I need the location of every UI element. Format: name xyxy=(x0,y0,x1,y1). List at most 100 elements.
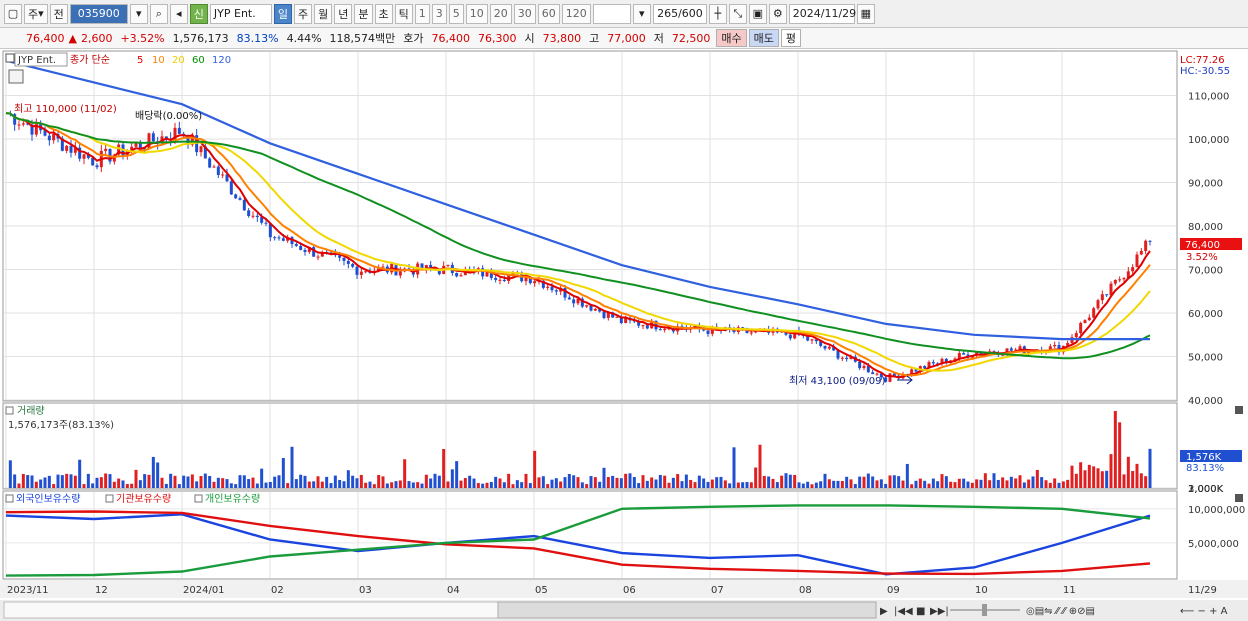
candle-body xyxy=(879,373,883,378)
volume-bar xyxy=(823,473,827,488)
stop-icon[interactable]: ■ xyxy=(916,606,925,617)
market-select[interactable]: 전 xyxy=(49,3,68,24)
volume-bar xyxy=(485,482,489,488)
legend-name-box[interactable] xyxy=(14,52,68,67)
trade-amount: 118,574백만 xyxy=(329,32,396,45)
stock-name-field[interactable]: JYP Ent. xyxy=(209,3,272,24)
volume-bar xyxy=(468,475,472,488)
candle-body xyxy=(606,312,610,318)
scroll-thumb[interactable] xyxy=(497,601,877,619)
speaker-icon[interactable]: ◂ xyxy=(169,3,188,24)
interval-120[interactable]: 120 xyxy=(561,3,591,24)
zoom-slider-handle[interactable] xyxy=(982,604,987,616)
volume-close-icon[interactable] xyxy=(1235,406,1243,414)
volume-bar xyxy=(524,473,528,488)
volume-bar xyxy=(892,475,896,488)
holders-box-icon[interactable] xyxy=(5,494,14,503)
volume-bar xyxy=(342,481,346,488)
candle-body xyxy=(312,247,316,257)
skip-back-icon[interactable]: |◀◀ xyxy=(894,606,913,617)
volume-bar xyxy=(871,476,875,488)
ma-5-line xyxy=(5,112,1151,379)
tool-icons[interactable]: ◎▤⇋ ⁄⁄ ⁄⁄ ⊕⊘▤ xyxy=(1026,606,1095,617)
volume-bar xyxy=(801,483,805,488)
interval-3[interactable]: 3 xyxy=(431,3,447,24)
candle-icon[interactable]: ┼ xyxy=(708,3,727,24)
period-minute[interactable]: 분 xyxy=(354,3,373,24)
volume-bar xyxy=(693,482,697,488)
volume-bar xyxy=(637,483,641,488)
eval-button[interactable]: 평 xyxy=(780,29,802,47)
volume-bar xyxy=(333,475,337,488)
date-input[interactable]: 2024/11/29 xyxy=(788,3,856,24)
count-field[interactable]: 265/600 xyxy=(652,3,707,24)
holders-box-icon-2[interactable] xyxy=(105,494,114,503)
period-second[interactable]: 초 xyxy=(374,3,393,24)
candle-body xyxy=(927,362,931,369)
volume-bar xyxy=(208,475,212,488)
period-week[interactable]: 주 xyxy=(294,3,313,24)
change-percent: +3.52% xyxy=(120,31,165,45)
code-dropdown-icon[interactable]: ▾ xyxy=(129,3,148,24)
candle-body xyxy=(611,312,615,318)
interval-30[interactable]: 30 xyxy=(513,3,536,24)
search-icon[interactable]: ⌕ xyxy=(149,3,168,24)
gear-icon[interactable]: ⚙ xyxy=(768,3,787,24)
volume-bar xyxy=(307,481,311,488)
buy-button[interactable]: 매수 xyxy=(716,29,747,47)
scroll-right-icon[interactable]: ▶ xyxy=(880,606,888,617)
code-input[interactable]: 035900 xyxy=(69,3,128,24)
volume-bar xyxy=(611,475,615,488)
kind-select[interactable]: 주 ▾ xyxy=(24,3,48,24)
volume-bar xyxy=(840,480,844,488)
interval-10[interactable]: 10 xyxy=(465,3,488,24)
volume-bar xyxy=(949,481,953,488)
holder-line-2 xyxy=(5,504,1151,577)
period-tick[interactable]: 틱 xyxy=(394,3,413,24)
volume-bar xyxy=(1092,466,1096,488)
candle-body xyxy=(489,269,493,278)
volume-bar xyxy=(195,481,199,488)
candle-body xyxy=(1092,308,1096,318)
volume-bar xyxy=(1105,470,1109,488)
volume-bar xyxy=(650,477,654,488)
candle-body xyxy=(554,290,558,292)
candle-body xyxy=(316,256,320,258)
volume-bar xyxy=(398,480,402,488)
volume-bar xyxy=(463,478,467,488)
interval-20[interactable]: 20 xyxy=(489,3,512,24)
interval-1[interactable]: 1 xyxy=(414,3,430,24)
window-icon[interactable]: ▢ xyxy=(4,3,22,24)
draw-tool-icon[interactable]: ⤡ xyxy=(728,3,747,24)
save-icon[interactable]: ▣ xyxy=(748,3,767,24)
table-icon[interactable] xyxy=(8,69,24,84)
candle-body xyxy=(329,252,333,254)
interval-5[interactable]: 5 xyxy=(448,3,464,24)
volume-bar xyxy=(455,461,459,488)
volume-box-icon[interactable] xyxy=(5,406,14,415)
volume-bar xyxy=(845,476,849,488)
volume-bar xyxy=(394,481,398,488)
calendar-icon[interactable]: ▦ xyxy=(856,3,875,24)
volume-bar xyxy=(1040,477,1044,488)
ma-20-line xyxy=(5,112,1151,372)
interval-60[interactable]: 60 xyxy=(537,3,560,24)
new-badge: 신 xyxy=(189,3,208,24)
period-month[interactable]: 월 xyxy=(314,3,333,24)
interval-custom-input[interactable] xyxy=(592,3,631,24)
play-icon[interactable]: ▶▶| xyxy=(930,606,949,617)
holders-close-icon[interactable] xyxy=(1235,494,1243,502)
period-year[interactable]: 년 xyxy=(334,3,353,24)
holders-box-icon-3[interactable] xyxy=(194,494,203,503)
interval-dropdown-icon[interactable]: ▾ xyxy=(632,3,651,24)
zoom-in-out-icon[interactable]: ⟵ − + A xyxy=(1180,606,1228,617)
volume-bar xyxy=(481,483,485,488)
volume-bar xyxy=(888,475,892,488)
legend-box-icon[interactable] xyxy=(5,53,15,63)
period-day[interactable]: 일 xyxy=(273,3,293,24)
ask-price: 76,400 xyxy=(431,31,471,45)
volume-bar xyxy=(1087,464,1091,488)
candle-body xyxy=(528,277,532,284)
sell-button[interactable]: 매도 xyxy=(748,29,779,47)
stock-chart[interactable]: 40,000 50,000 60,000 70,000 80,000 90,000 100,… xyxy=(0,50,1248,621)
